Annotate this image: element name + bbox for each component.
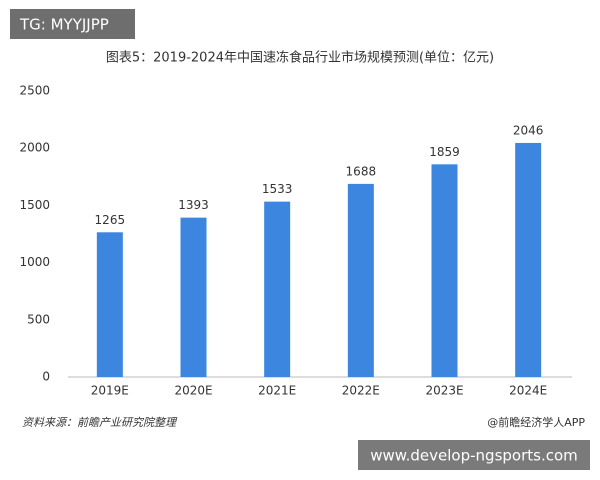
chart-title: 图表5：2019-2024年中国速冻食品行业市场规模预测(单位：亿元): [106, 50, 494, 66]
url-text: www.develop-ngsports.com: [370, 447, 578, 465]
value-label: 1533: [262, 182, 293, 196]
x-tick-label: 2019E: [91, 384, 129, 398]
x-tick-label: 2021E: [258, 384, 296, 398]
tag-text: TG: MYYJJPP: [19, 16, 109, 34]
value-label: 1859: [429, 145, 460, 159]
bar: [264, 201, 291, 377]
y-tick-label: 2000: [19, 141, 50, 155]
bar: [96, 232, 123, 377]
bar: [347, 183, 374, 377]
credit: @前瞻经济学人APP: [487, 415, 585, 429]
source: 资料来源：前瞻产业研究院整理: [22, 416, 178, 429]
url-box: [358, 440, 590, 470]
y-tick-label: 0: [42, 370, 50, 384]
value-label: 2046: [513, 123, 544, 137]
bar: [431, 164, 458, 377]
tag-box: [10, 9, 135, 39]
value-label: 1265: [95, 213, 126, 227]
bar: [180, 217, 207, 377]
x-tick-label: 2022E: [342, 384, 380, 398]
y-tick-label: 1500: [19, 198, 50, 212]
y-tick-label: 500: [27, 312, 50, 326]
value-label: 1688: [346, 164, 377, 178]
value-label: 1393: [178, 198, 209, 212]
x-tick-label: 2024E: [509, 384, 547, 398]
bar: [515, 142, 542, 377]
x-tick-label: 2020E: [174, 384, 212, 398]
x-tick-label: 2023E: [425, 384, 463, 398]
y-tick-label: 2500: [19, 84, 50, 98]
y-tick-label: 1000: [19, 255, 50, 269]
